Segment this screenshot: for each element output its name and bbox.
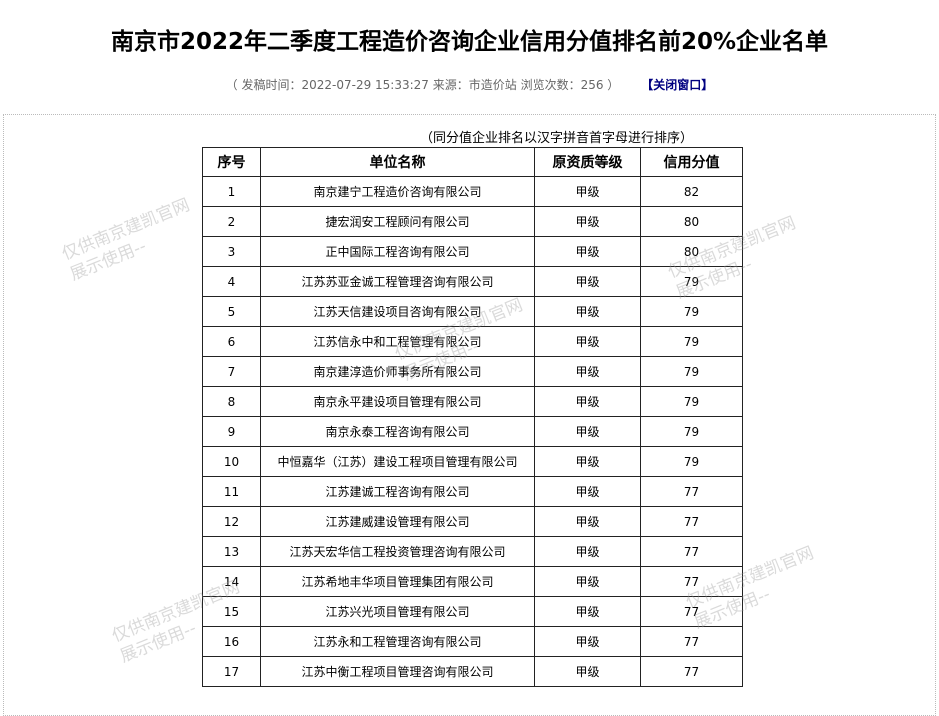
table-cell: 13 [202, 536, 261, 567]
meta-info: （ 发稿时间：2022-07-29 15:33:27 来源：市造价站 浏览次数：… [225, 78, 620, 92]
table-cell: 79 [640, 296, 743, 327]
page: 南京市2022年二季度工程造价咨询企业信用分值排名前20%企业名单 （ 发稿时间… [0, 29, 939, 716]
close-window-link[interactable]: 【关闭窗口】 [647, 78, 714, 92]
table-row: 11 江苏建诚工程咨询有限公司 甲级 77 [202, 476, 743, 507]
table-cell: 79 [640, 326, 743, 357]
table-cell: 5 [202, 296, 261, 327]
table-row: 15 江苏兴光项目管理有限公司 甲级 77 [202, 596, 743, 627]
table-cell: 3 [202, 236, 261, 267]
table-row: 10 中恒嘉华（江苏）建设工程项目管理有限公司 甲级 79 [202, 446, 743, 477]
table-cell: 甲级 [534, 236, 641, 267]
table-cell: 江苏永和工程管理咨询有限公司 [260, 626, 535, 657]
table-cell: 甲级 [534, 626, 641, 657]
table-cell: 南京建淳造价师事务所有限公司 [260, 356, 535, 387]
table-cell: 77 [640, 506, 743, 537]
table-cell: 甲级 [534, 566, 641, 597]
table-cell: 甲级 [534, 356, 641, 387]
table-cell: 正中国际工程咨询有限公司 [260, 236, 535, 267]
table-cell: 甲级 [534, 656, 641, 687]
table-cell: 甲级 [534, 446, 641, 477]
table-row: 2 捷宏润安工程顾问有限公司 甲级 80 [202, 206, 743, 237]
page-title: 南京市2022年二季度工程造价咨询企业信用分值排名前20%企业名单 [110, 29, 829, 55]
table-note: （同分值企业排名以汉字拼音首字母进行排序） [420, 131, 694, 146]
table-row: 12 江苏建威建设管理有限公司 甲级 77 [202, 506, 743, 537]
table-cell: 江苏建威建设管理有限公司 [260, 506, 535, 537]
table-row: 6 江苏信永中和工程管理有限公司 甲级 79 [202, 326, 743, 357]
table-cell: 8 [202, 386, 261, 417]
table-cell: 甲级 [534, 476, 641, 507]
table-cell: 7 [202, 356, 261, 387]
ranking-table: 序号 单位名称 原资质等级 信用分值 1 南京建宁工程造价咨询有限公司 甲级 82 2 捷宏润安… [202, 147, 743, 687]
table-cell: 江苏天宏华信工程投资管理咨询有限公司 [260, 536, 535, 567]
table-cell: 77 [640, 566, 743, 597]
table-cell: 77 [640, 536, 743, 567]
table-row: 7 南京建淳造价师事务所有限公司 甲级 79 [202, 356, 743, 387]
table-cell: 6 [202, 326, 261, 357]
table-cell: 甲级 [534, 206, 641, 237]
table-cell: 77 [640, 656, 743, 687]
table-cell: 79 [640, 356, 743, 387]
table-row: 3 正中国际工程咨询有限公司 甲级 80 [202, 236, 743, 267]
table-row: 8 南京永平建设项目管理有限公司 甲级 79 [202, 386, 743, 417]
table-cell: 甲级 [534, 596, 641, 627]
table-cell: 甲级 [534, 386, 641, 417]
table-cell: 甲级 [534, 536, 641, 567]
table-cell: 82 [640, 176, 743, 207]
table-cell: 77 [640, 596, 743, 627]
table-cell: 10 [202, 446, 261, 477]
table-cell: 甲级 [534, 326, 641, 357]
table-cell: 16 [202, 626, 261, 657]
table-cell: 77 [640, 626, 743, 657]
column-header: 单位名称 [260, 147, 535, 177]
table-cell: 江苏苏亚金诚工程管理咨询有限公司 [260, 266, 535, 297]
table-cell: 甲级 [534, 296, 641, 327]
table-cell: 79 [640, 416, 743, 447]
table-row: 1 南京建宁工程造价咨询有限公司 甲级 82 [202, 176, 743, 207]
table-cell: 江苏希地丰华项目管理集团有限公司 [260, 566, 535, 597]
table-cell: 南京永平建设项目管理有限公司 [260, 386, 535, 417]
table-cell: 甲级 [534, 176, 641, 207]
table-cell: 77 [640, 476, 743, 507]
table-cell: 甲级 [534, 416, 641, 447]
table-cell: 江苏天信建设项目咨询有限公司 [260, 296, 535, 327]
table-cell: 79 [640, 446, 743, 477]
table-cell: 2 [202, 206, 261, 237]
table-cell: 12 [202, 506, 261, 537]
column-header: 原资质等级 [534, 147, 641, 177]
table-cell: 79 [640, 266, 743, 297]
table-cell: 11 [202, 476, 261, 507]
table-cell: 江苏建诚工程咨询有限公司 [260, 476, 535, 507]
table-cell: 17 [202, 656, 261, 687]
table-cell: 80 [640, 236, 743, 267]
table-cell: 江苏兴光项目管理有限公司 [260, 596, 535, 627]
table-row: 16 江苏永和工程管理咨询有限公司 甲级 77 [202, 626, 743, 657]
table-cell: 江苏信永中和工程管理有限公司 [260, 326, 535, 357]
table-cell: 80 [640, 206, 743, 237]
table-cell: 79 [640, 386, 743, 417]
table-cell: 中恒嘉华（江苏）建设工程项目管理有限公司 [260, 446, 535, 477]
table-row: 14 江苏希地丰华项目管理集团有限公司 甲级 77 [202, 566, 743, 597]
table-row: 5 江苏天信建设项目咨询有限公司 甲级 79 [202, 296, 743, 327]
table-row: 4 江苏苏亚金诚工程管理咨询有限公司 甲级 79 [202, 266, 743, 297]
meta-line: （ 发稿时间：2022-07-29 15:33:27 来源：市造价站 浏览次数：… [0, 76, 939, 93]
table-cell: 捷宏润安工程顾问有限公司 [260, 206, 535, 237]
header-row: 序号 单位名称 原资质等级 信用分值 [202, 147, 743, 177]
table-cell: 15 [202, 596, 261, 627]
table-cell: 1 [202, 176, 261, 207]
table-row: 17 江苏中衡工程项目管理咨询有限公司 甲级 77 [202, 656, 743, 687]
table-row: 9 南京永泰工程咨询有限公司 甲级 79 [202, 416, 743, 447]
table-cell: 9 [202, 416, 261, 447]
table-cell: 南京永泰工程咨询有限公司 [260, 416, 535, 447]
table-cell: 江苏中衡工程项目管理咨询有限公司 [260, 656, 535, 687]
table-cell: 4 [202, 266, 261, 297]
column-header: 序号 [202, 147, 261, 177]
column-header: 信用分值 [640, 147, 743, 177]
table-cell: 甲级 [534, 266, 641, 297]
table-cell: 14 [202, 566, 261, 597]
table-cell: 南京建宁工程造价咨询有限公司 [260, 176, 535, 207]
table-cell: 甲级 [534, 506, 641, 537]
table-row: 13 江苏天宏华信工程投资管理咨询有限公司 甲级 77 [202, 536, 743, 567]
